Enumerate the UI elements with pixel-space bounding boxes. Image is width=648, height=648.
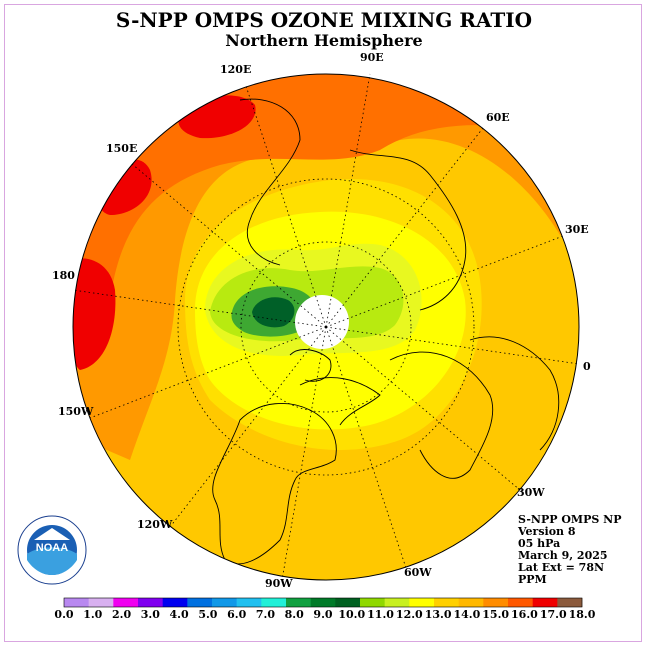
colorbar-swatch: [162, 598, 188, 607]
lon-label-60e: 60E: [486, 111, 510, 124]
info-panel: S-NPP OMPS NP Version 8 05 hPa March 9, …: [518, 514, 621, 586]
colorbar-swatch: [64, 598, 89, 607]
colorbar-tick-label: 18.0: [569, 608, 596, 621]
map-subtitle: Northern Hemisphere: [225, 31, 423, 50]
info-date: March 9, 2025: [518, 549, 608, 562]
coastlines: [212, 98, 560, 565]
colorbar-swatch: [409, 598, 435, 607]
colorbar-tick-label: 14.0: [453, 608, 480, 621]
colorbar-swatch: [286, 598, 311, 607]
colorbar-tick-label: 0.0: [54, 608, 73, 621]
info-lat-extent: Lat Ext = 78N: [518, 561, 605, 574]
colorbar-tick-label: 2.0: [112, 608, 131, 621]
colorbar-swatch: [88, 598, 114, 607]
colorbar-tick-label: 6.0: [227, 608, 246, 621]
colorbar-tick-label: 17.0: [540, 608, 567, 621]
colorbar-tick-label: 16.0: [511, 608, 538, 621]
colorbar-swatch: [434, 598, 459, 607]
map-title: S-NPP OMPS OZONE MIXING RATIO: [115, 8, 533, 32]
info-product: S-NPP OMPS NP: [518, 513, 622, 526]
colorbar-swatch: [261, 598, 287, 607]
colorbar-swatch: [187, 598, 213, 607]
lon-label-90w: 90W: [265, 577, 293, 590]
colorbar-swatch: [384, 598, 410, 607]
colorbar-tick-label: 15.0: [482, 608, 509, 621]
colorbar-swatch: [236, 598, 262, 607]
lon-label-30e: 30E: [565, 223, 589, 236]
colorbar-tick-label: 3.0: [141, 608, 160, 621]
colorbar-swatch: [557, 598, 583, 607]
colorbar-tick-label: 5.0: [198, 608, 217, 621]
colorbar: 0.0 1.0 2.0 3.0 4.0 5.0 6.0 7.0 8.0 9.0 10.0 11.0 12…: [54, 597, 596, 621]
lon-label-0: 0: [583, 360, 591, 373]
colorbar-tick-label: 1.0: [83, 608, 102, 621]
colorbar-tick-label: 8.0: [285, 608, 304, 621]
colorbar-swatch: [335, 598, 361, 607]
hemisphere-border: [72, 73, 580, 581]
lon-label-30w: 30W: [517, 486, 545, 499]
lon-label-120e: 120E: [220, 63, 251, 76]
lon-label-180: 180: [52, 269, 75, 282]
colorbar-tick-label: 9.0: [313, 608, 332, 621]
colorbar-tick-label: 10.0: [338, 608, 365, 621]
colorbar-tick-label: 4.0: [170, 608, 189, 621]
colorbar-swatch: [483, 598, 509, 607]
colorbar-swatch: [310, 598, 336, 607]
colorbar-swatch: [212, 598, 237, 607]
colorbar-swatch: [360, 598, 385, 607]
colorbar-swatch: [508, 598, 533, 607]
lon-label-150e: 150E: [106, 142, 137, 155]
colorbar-swatch: [138, 598, 163, 607]
gridlines: [72, 73, 580, 581]
colorbar-swatch: [532, 598, 558, 607]
lon-label-60w: 60W: [404, 566, 432, 579]
image-frame: [4, 4, 642, 642]
colorbar-border: [63, 597, 583, 608]
ozone-field: [73, 74, 579, 580]
colorbar-tick-label: 7.0: [256, 608, 275, 621]
colorbar-tick-label: 11.0: [367, 608, 394, 621]
info-units: PPM: [518, 573, 547, 586]
info-version: Version 8: [518, 525, 576, 538]
lon-label-150w: 150W: [58, 405, 94, 418]
colorbar-swatch: [458, 598, 484, 607]
noaa-logo-text: NOAA: [36, 542, 68, 554]
colorbar-tick-label: 13.0: [425, 608, 452, 621]
info-level: 05 hPa: [518, 537, 561, 550]
noaa-logo: NOAA: [17, 515, 87, 585]
lon-label-90e: 90E: [360, 51, 384, 64]
colorbar-tick-label: 12.0: [396, 608, 423, 621]
lon-label-120w: 120W: [137, 518, 173, 531]
colorbar-swatch: [113, 598, 139, 607]
